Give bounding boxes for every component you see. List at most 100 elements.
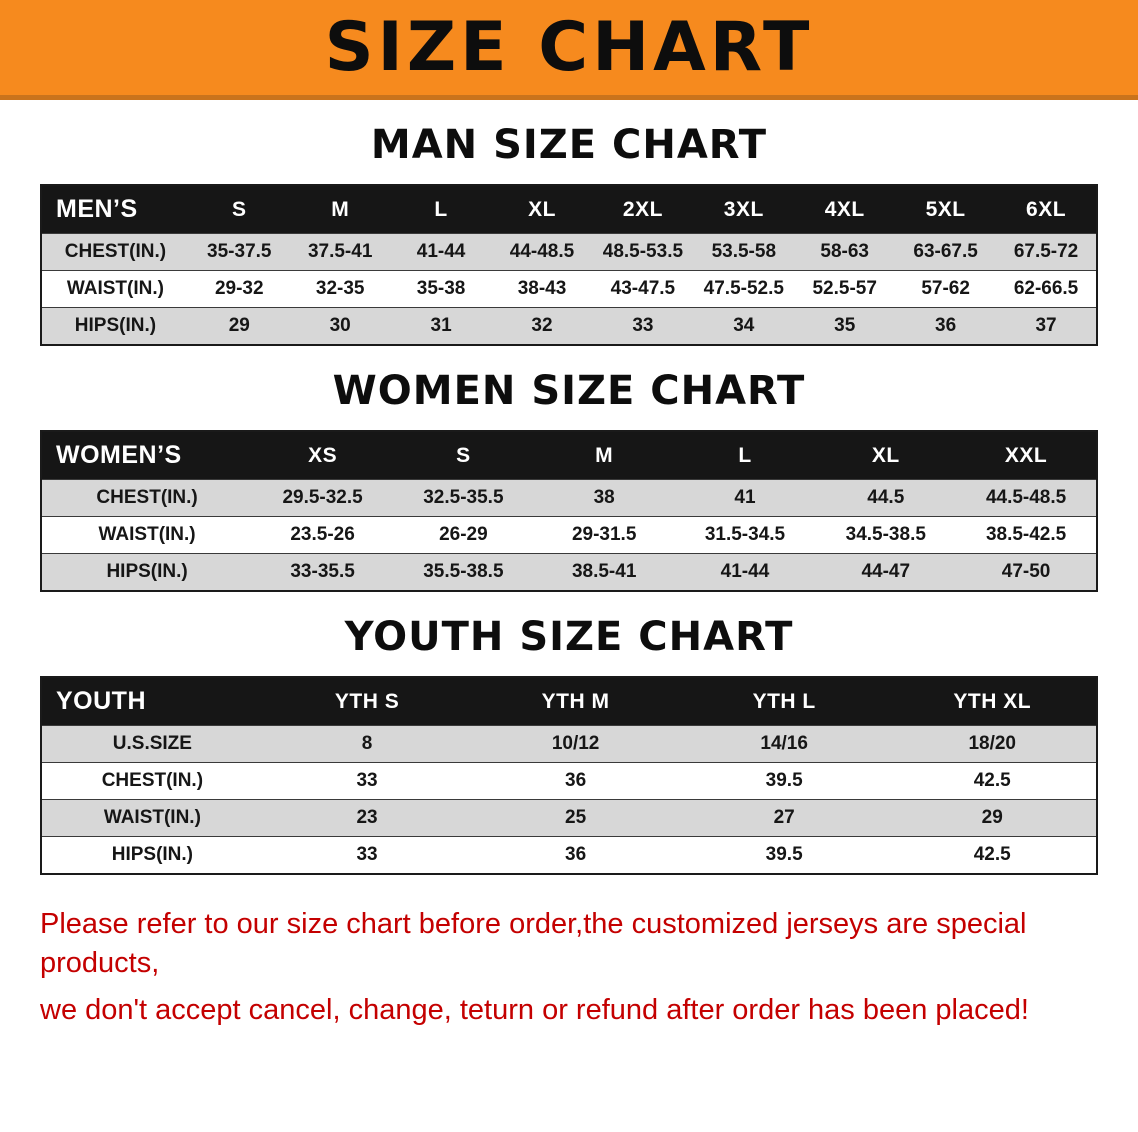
size-value-cell: 29-31.5 xyxy=(571,524,637,545)
men-size-table: MEN’S S M L XL 2XL 3XL 4XL 5XL 6XL CHEST(IN.) 35-37… xyxy=(40,184,1098,346)
size-value-cell: 32-35 xyxy=(315,278,365,299)
disclaimer-line-2: we don't accept cancel, change, teturn o… xyxy=(40,994,1029,1027)
size-value-cell: 35.5-38.5 xyxy=(423,561,504,582)
section-women: WOMEN SIZE CHART WOMEN’S XS S M L XL XXL CHEST(… xyxy=(0,368,1138,592)
size-chart-banner: SIZE CHART xyxy=(0,0,1138,100)
size-value-cell: 53.5-58 xyxy=(711,241,777,262)
row-label: HIPS(IN.) xyxy=(74,315,157,336)
youth-section-heading: YOUTH SIZE CHART xyxy=(344,614,794,660)
size-value-cell: 47.5-52.5 xyxy=(703,278,784,299)
size-value-cell: 29 xyxy=(228,315,250,336)
row-label: HIPS(IN.) xyxy=(106,561,188,582)
size-column-header: M xyxy=(289,185,391,234)
size-value-cell: 38.5-42.5 xyxy=(985,524,1067,545)
women-size-table: WOMEN’S XS S M L XL XXL CHEST(IN.) 29.5-32.5 32.5… xyxy=(40,430,1098,592)
size-value-cell: 38.5-41 xyxy=(571,561,637,582)
size-column-header: S xyxy=(392,431,534,480)
women-section-heading: WOMEN SIZE CHART xyxy=(332,368,806,414)
section-youth: YOUTH SIZE CHART YOUTH YTH S YTH M YTH L YTH… xyxy=(0,614,1138,875)
size-value-cell: 36 xyxy=(565,770,587,791)
size-column-header: YTH S xyxy=(262,677,472,726)
table-row: CHEST(IN.) 33 36 39.5 42.5 xyxy=(41,762,1097,800)
row-label: WAIST(IN.) xyxy=(66,278,164,299)
size-value-cell: 38 xyxy=(593,487,615,508)
size-column-header: 2XL xyxy=(592,185,694,234)
size-value-cell: 33 xyxy=(356,770,378,791)
size-value-cell: 43-47.5 xyxy=(610,278,676,299)
size-value-cell: 63-67.5 xyxy=(913,241,978,262)
size-value-cell: 44.5-48.5 xyxy=(985,487,1067,508)
size-value-cell: 42.5 xyxy=(973,844,1011,865)
table-row: HIPS(IN.) 33-35.5 35.5-38.5 38.5-41 41-44 44-… xyxy=(41,553,1097,591)
size-column-header: XL xyxy=(491,185,593,234)
section-men: MAN SIZE CHART MEN’S S M L XL 2XL 3XL 4XL 5XL 6XL… xyxy=(0,122,1138,346)
size-value-cell: 33 xyxy=(356,844,378,865)
size-value-cell: 39.5 xyxy=(765,770,803,791)
table-row: CHEST(IN.) 29.5-32.5 32.5-35.5 38 41 44.5 44.5… xyxy=(41,479,1097,517)
size-column-header: M xyxy=(533,431,675,480)
size-column-header: S xyxy=(188,185,290,234)
size-value-cell: 38-43 xyxy=(517,278,567,299)
size-value-cell: 35 xyxy=(834,315,856,336)
size-value-cell: 57-62 xyxy=(921,278,970,299)
size-column-header: 6XL xyxy=(996,185,1097,234)
size-value-cell: 41-44 xyxy=(720,561,770,582)
table-row: WAIST(IN.) 23.5-26 26-29 29-31.5 31.5-34.5 34… xyxy=(41,516,1097,554)
table-row: WAIST(IN.) 29-32 32-35 35-38 38-43 43-47.5 47.… xyxy=(41,270,1097,308)
banner-title: SIZE CHART xyxy=(324,7,814,87)
table-title-cell: YOUTH xyxy=(41,677,263,726)
size-value-cell: 29-32 xyxy=(214,278,264,299)
size-value-cell: 67.5-72 xyxy=(1013,241,1079,262)
size-value-cell: 32.5-35.5 xyxy=(423,487,504,508)
table-header-row: MEN’S S M L XL 2XL 3XL 4XL 5XL 6XL xyxy=(41,185,1097,234)
size-value-cell: 30 xyxy=(329,315,351,336)
size-value-cell: 42.5 xyxy=(973,770,1011,791)
size-value-cell: 31.5-34.5 xyxy=(704,524,786,545)
size-column-header: YTH M xyxy=(471,677,680,726)
size-column-header: XL xyxy=(815,431,957,480)
table-row: CHEST(IN.) 35-37.5 37.5-41 41-44 44-48.5 48.5… xyxy=(41,233,1097,271)
table-title-cell: WOMEN’S xyxy=(41,431,253,480)
size-value-cell: 14/16 xyxy=(760,733,808,754)
row-label: U.S.SIZE xyxy=(112,733,192,754)
row-label: WAIST(IN.) xyxy=(98,524,196,545)
row-label: CHEST(IN.) xyxy=(101,770,204,791)
row-label: HIPS(IN.) xyxy=(111,844,194,865)
row-label: CHEST(IN.) xyxy=(64,241,167,262)
row-label: CHEST(IN.) xyxy=(96,487,198,508)
size-value-cell: 29.5-32.5 xyxy=(282,487,363,508)
size-column-header: 4XL xyxy=(794,185,896,234)
size-value-cell: 62-66.5 xyxy=(1013,278,1079,299)
size-value-cell: 58-63 xyxy=(820,241,870,262)
men-section-heading: MAN SIZE CHART xyxy=(370,122,768,168)
size-value-cell: 26-29 xyxy=(439,524,488,545)
size-value-cell: 31 xyxy=(430,315,452,336)
size-value-cell: 36 xyxy=(935,315,957,336)
size-value-cell: 8 xyxy=(361,733,373,754)
size-value-cell: 52.5-57 xyxy=(812,278,877,299)
size-column-header: 3XL xyxy=(693,185,795,234)
table-header-row: YOUTH YTH S YTH M YTH L YTH XL xyxy=(41,677,1097,726)
table-row: HIPS(IN.) 29 30 31 32 33 34 35 36 37 xyxy=(41,307,1097,345)
table-row: HIPS(IN.) 33 36 39.5 42.5 xyxy=(41,836,1097,874)
size-column-header: XXL xyxy=(956,431,1097,480)
size-value-cell: 44.5 xyxy=(867,487,905,508)
size-value-cell: 33-35.5 xyxy=(290,561,355,582)
size-value-cell: 18/20 xyxy=(968,733,1016,754)
size-value-cell: 33 xyxy=(632,315,654,336)
size-value-cell: 34.5-38.5 xyxy=(845,524,926,545)
table-title-cell: MEN’S xyxy=(41,185,189,234)
size-value-cell: 36 xyxy=(565,844,587,865)
disclaimer: Please refer to our size chart before or… xyxy=(40,905,1138,1058)
size-value-cell: 39.5 xyxy=(765,844,803,865)
size-value-cell: 32 xyxy=(531,315,553,336)
size-column-header: YTH L xyxy=(679,677,889,726)
size-value-cell: 35-37.5 xyxy=(207,241,272,262)
size-column-header: 5XL xyxy=(895,185,997,234)
size-value-cell: 25 xyxy=(565,807,587,828)
table-row: U.S.SIZE 8 10/12 14/16 18/20 xyxy=(41,725,1097,763)
size-value-cell: 41-44 xyxy=(416,241,466,262)
size-value-cell: 35-38 xyxy=(416,278,466,299)
row-label: WAIST(IN.) xyxy=(103,807,201,828)
size-value-cell: 23.5-26 xyxy=(290,524,355,545)
